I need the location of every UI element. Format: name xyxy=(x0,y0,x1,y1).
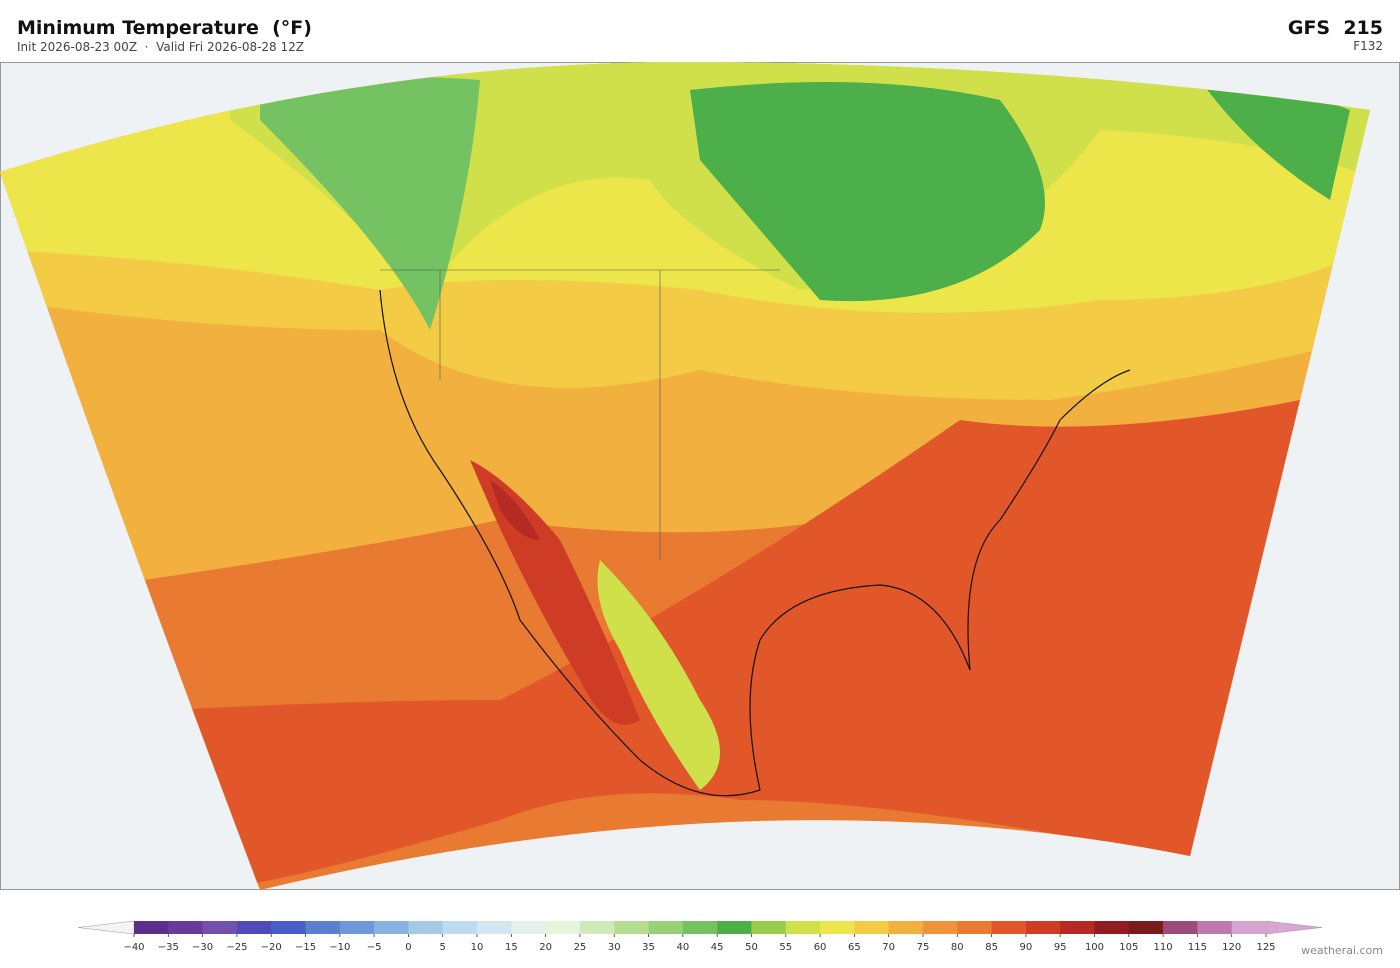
colorbar-tick-label: 95 xyxy=(1054,942,1067,953)
colorbar-segment xyxy=(717,921,752,934)
colorbar-segment xyxy=(271,921,306,934)
colorbar-segment xyxy=(1060,921,1095,934)
subtitle: Init 2026-08-23 00Z · Valid Fri 2026-08-… xyxy=(17,40,304,54)
colorbar-tick-label: 35 xyxy=(642,942,655,953)
colorbar-tick-label: 60 xyxy=(814,942,827,953)
colorbar-tick-label: 55 xyxy=(779,942,792,953)
colorbar-segment xyxy=(477,921,512,934)
colorbar-segment xyxy=(1025,921,1061,934)
colorbar-segment xyxy=(442,921,478,934)
colorbar-tick-label: −15 xyxy=(295,942,316,953)
colorbar-segment xyxy=(751,921,787,934)
colorbar-tick-label: 15 xyxy=(505,942,518,953)
colorbar-segment xyxy=(168,921,203,934)
colorbar-segment xyxy=(854,921,889,934)
colorbar-tick-label: −35 xyxy=(158,942,179,953)
colorbar-tick-label: 75 xyxy=(917,942,930,953)
title: Minimum Temperature (°F) xyxy=(17,17,312,39)
colorbar-segment xyxy=(648,921,684,934)
colorbar-segment xyxy=(134,921,169,934)
colorbar-segment xyxy=(888,921,924,934)
colorbar-tick-label: 125 xyxy=(1256,942,1275,953)
colorbar-tick-label: −10 xyxy=(329,942,350,953)
colorbar-segment xyxy=(236,921,272,934)
colorbar-tick-label: 25 xyxy=(574,942,587,953)
colorbar: −40 −35 −30 −25 −20 −15 −10 −5 0 5 10 15 20 25 30 35 40 4… xyxy=(77,920,1323,953)
colorbar-tick-label: 90 xyxy=(1020,942,1033,953)
colorbar-segment xyxy=(957,921,992,934)
colorbar-segment xyxy=(339,921,375,934)
colorbar-tick-label: 40 xyxy=(676,942,689,953)
map xyxy=(0,61,1400,891)
model: GFS 215 xyxy=(1288,17,1383,39)
colorbar-tick-label: −30 xyxy=(192,942,213,953)
colorbar-segment xyxy=(1128,921,1164,934)
extend-low xyxy=(77,920,135,935)
colorbar-tick-label: 110 xyxy=(1154,942,1173,953)
colorbar-tick-label: 30 xyxy=(608,942,621,953)
colorbar-tick-label: 20 xyxy=(539,942,552,953)
borders xyxy=(380,269,780,560)
colorbar-segment xyxy=(991,921,1027,934)
colorbar-tick-label: 85 xyxy=(985,942,998,953)
colorbar-tick-label: −20 xyxy=(261,942,282,953)
credit: weatherai.com xyxy=(1301,944,1383,957)
colorbar-segment xyxy=(682,921,718,934)
colorbar-tick-label: 0 xyxy=(405,942,411,953)
colorbar-tick-label: 5 xyxy=(440,942,446,953)
extend-high xyxy=(1265,920,1323,935)
colorbar-segment xyxy=(1231,921,1267,934)
colorbar-tick-label: 100 xyxy=(1085,942,1104,953)
colorbar-segment xyxy=(1163,921,1198,934)
colorbar-tick-label: −5 xyxy=(367,942,382,953)
colorbar-segment xyxy=(305,921,341,934)
colorbar-segment xyxy=(545,921,581,934)
colorbar-segment xyxy=(785,921,821,934)
colorbar-segment xyxy=(614,921,649,934)
colorbar-tick-label: 70 xyxy=(882,942,895,953)
colorbar-tick-label: 10 xyxy=(471,942,484,953)
colorbar-tick-label: −25 xyxy=(226,942,247,953)
colorbar-tick-label: −40 xyxy=(123,942,144,953)
colorbar-tick-label: 65 xyxy=(848,942,861,953)
colorbar-segment xyxy=(1197,921,1232,934)
colorbar-tick-label: 80 xyxy=(951,942,964,953)
colorbar-segment xyxy=(408,921,444,934)
colorbar-tick-label: 105 xyxy=(1119,942,1138,953)
colorbar-segment xyxy=(1094,921,1130,934)
colorbar-segment xyxy=(820,921,855,934)
colorbar-segment xyxy=(374,921,409,934)
colorbar-tick-label: 50 xyxy=(745,942,758,953)
colorbar-tick-label: 115 xyxy=(1188,942,1207,953)
forecast-hour: F132 xyxy=(1353,39,1383,53)
colorbar-segment xyxy=(511,921,546,934)
coastline xyxy=(379,289,1131,797)
colorbar-segment xyxy=(202,921,238,934)
colorbar-tick-label: 45 xyxy=(711,942,724,953)
colorbar-tick-label: 120 xyxy=(1222,942,1241,953)
colorbar-segment xyxy=(922,921,958,934)
colorbar-segment xyxy=(579,921,615,934)
